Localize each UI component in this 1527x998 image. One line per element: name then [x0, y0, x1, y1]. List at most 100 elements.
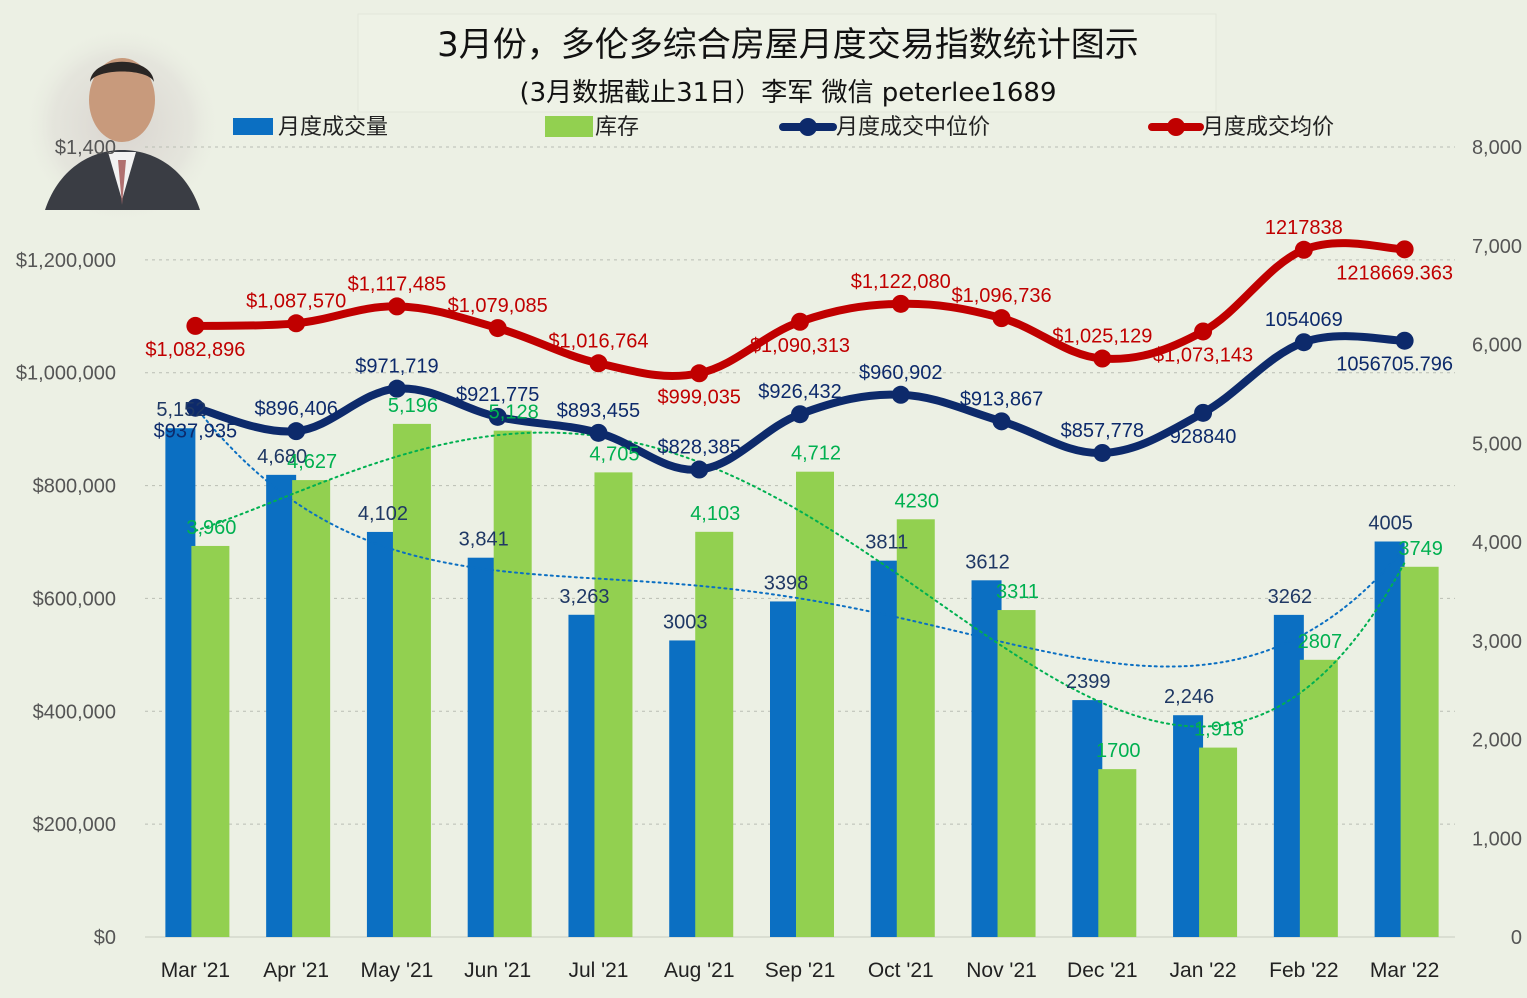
sales-bar — [971, 580, 1002, 937]
median-price-point — [1194, 403, 1213, 422]
median-data-label: 1054069 — [1265, 309, 1343, 331]
inventory-bar — [191, 545, 230, 937]
average-price-point — [1294, 240, 1313, 259]
inventory-bar — [1299, 659, 1338, 937]
sales-data-label: 2,246 — [1164, 686, 1214, 708]
inventory-bar — [796, 471, 834, 937]
median-price-point — [1093, 443, 1112, 462]
average-price-point — [287, 314, 306, 333]
x-tick-label: Jan '22 — [1170, 959, 1237, 982]
inventory-data-label: 4,705 — [589, 443, 639, 465]
average-price-point — [1093, 349, 1112, 368]
sales-data-label: 4,680 — [257, 446, 307, 468]
average-price-point — [488, 319, 507, 338]
portrait-photo — [22, 25, 222, 225]
inventory-data-label: 4,103 — [690, 503, 740, 525]
data-labels: 5,152 4,680 4,102 3,841 3,263 3003 3398 3811 361… — [145, 217, 1453, 762]
sales-bar — [1173, 715, 1204, 937]
inventory-data-label: 1,918 — [1194, 719, 1244, 741]
left-tick-label: $1,200,000 — [16, 250, 116, 272]
x-tick-label: Nov '21 — [966, 959, 1037, 982]
inventory-bar — [1098, 769, 1137, 937]
sales-bar — [366, 531, 397, 937]
left-tick-label: $1,400 — [55, 137, 116, 159]
sales-bar — [467, 557, 498, 937]
trendlines — [194, 405, 1406, 728]
average-data-label: $1,082,896 — [145, 339, 245, 361]
x-tick-label: Sep '21 — [765, 959, 836, 982]
median-price-point — [488, 407, 507, 426]
inventory-trendline — [194, 431, 1406, 728]
right-tick-label: 0 — [1511, 927, 1522, 949]
average-data-label: 1217838 — [1265, 217, 1343, 239]
median-data-label: $960,902 — [859, 362, 942, 384]
sales-data-label: 3811 — [865, 532, 908, 554]
chart-title: 3月份，多伦多综合房屋月度交易指数统计图示 — [437, 25, 1139, 65]
average-data-label: $1,016,764 — [548, 330, 648, 352]
right-tick-label: 4,000 — [1472, 532, 1522, 554]
left-tick-label: $400,000 — [33, 701, 116, 723]
sales-data-label: 3612 — [965, 551, 1010, 573]
average-price-point — [387, 297, 406, 316]
chart-subtitle: (3月数据截止31日）李军 微信 peterlee1689 — [519, 78, 1056, 108]
average-data-label: $1,122,080 — [851, 271, 951, 293]
inventory-data-label: 4,712 — [791, 443, 841, 465]
left-tick-label: $200,000 — [33, 814, 116, 836]
inventory-data-label: 5,196 — [388, 395, 438, 417]
inventory-data-label: 2807 — [1298, 631, 1343, 653]
right-tick-label: 5,000 — [1472, 433, 1522, 455]
inventory-bar — [594, 472, 633, 937]
sales-data-label: 3398 — [764, 572, 809, 594]
inventory-data-label: 4,627 — [287, 451, 337, 473]
median-price-point — [891, 385, 910, 404]
legend-sales: 月度成交量 — [278, 115, 388, 140]
average-data-label: $1,096,736 — [951, 285, 1051, 307]
inventory-data-label: 3311 — [996, 581, 1039, 603]
median-price-point — [287, 422, 306, 441]
average-price-point — [992, 309, 1011, 328]
x-tick-label: Mar '22 — [1370, 959, 1439, 982]
sales-data-label: 3003 — [663, 611, 708, 633]
sales-data-label: 3262 — [1268, 586, 1313, 608]
right-tick-label: 7,000 — [1472, 236, 1522, 258]
sales-data-label: 3,841 — [459, 529, 509, 551]
median-data-label: $857,778 — [1061, 420, 1144, 442]
median-price-point — [589, 423, 608, 442]
inventory-data-label: 3749 — [1398, 538, 1443, 560]
sales-bar — [669, 640, 700, 937]
x-tick-label: Jun '21 — [464, 959, 531, 982]
average-price-point — [1194, 322, 1213, 341]
average-price-point — [791, 312, 809, 331]
right-tick-label: 6,000 — [1472, 335, 1522, 357]
inventory-data-label: 5,128 — [489, 402, 539, 424]
average-data-label: $999,035 — [658, 386, 741, 408]
median-data-label: $913,867 — [960, 388, 1043, 410]
median-data-label: $828,385 — [658, 437, 741, 459]
inventory-data-label: 3,960 — [186, 517, 236, 539]
inventory-bar — [695, 531, 734, 937]
median-price-point — [992, 412, 1011, 431]
median-data-label: 1056705.796 — [1336, 354, 1453, 376]
x-tick-label: May '21 — [360, 959, 433, 982]
inventory-bar — [493, 430, 532, 937]
right-tick-label: 3,000 — [1472, 631, 1522, 653]
right-tick-label: 1,000 — [1472, 828, 1522, 850]
median-data-label: $937,935 — [154, 421, 237, 443]
average-price-point — [1395, 240, 1414, 259]
inventory-bar — [1400, 566, 1439, 937]
median-price-point — [1294, 333, 1313, 352]
average-data-label: $1,073,143 — [1153, 344, 1253, 366]
x-tick-label: Feb '22 — [1269, 959, 1338, 982]
x-tick-label: Apr '21 — [263, 959, 329, 982]
average-price-point — [186, 316, 205, 335]
median-price-point — [186, 398, 205, 417]
average-data-label: $1,087,570 — [246, 290, 346, 312]
median-data-label: $921,775 — [456, 384, 539, 406]
sales-bar — [1273, 614, 1304, 937]
sales-data-label: 4005 — [1368, 513, 1413, 535]
sales-data-label: 2399 — [1066, 671, 1111, 693]
average-data-label: 1218669.363 — [1336, 262, 1453, 284]
x-tick-label: Mar '21 — [161, 959, 230, 982]
median-data-label: $896,406 — [254, 398, 337, 420]
